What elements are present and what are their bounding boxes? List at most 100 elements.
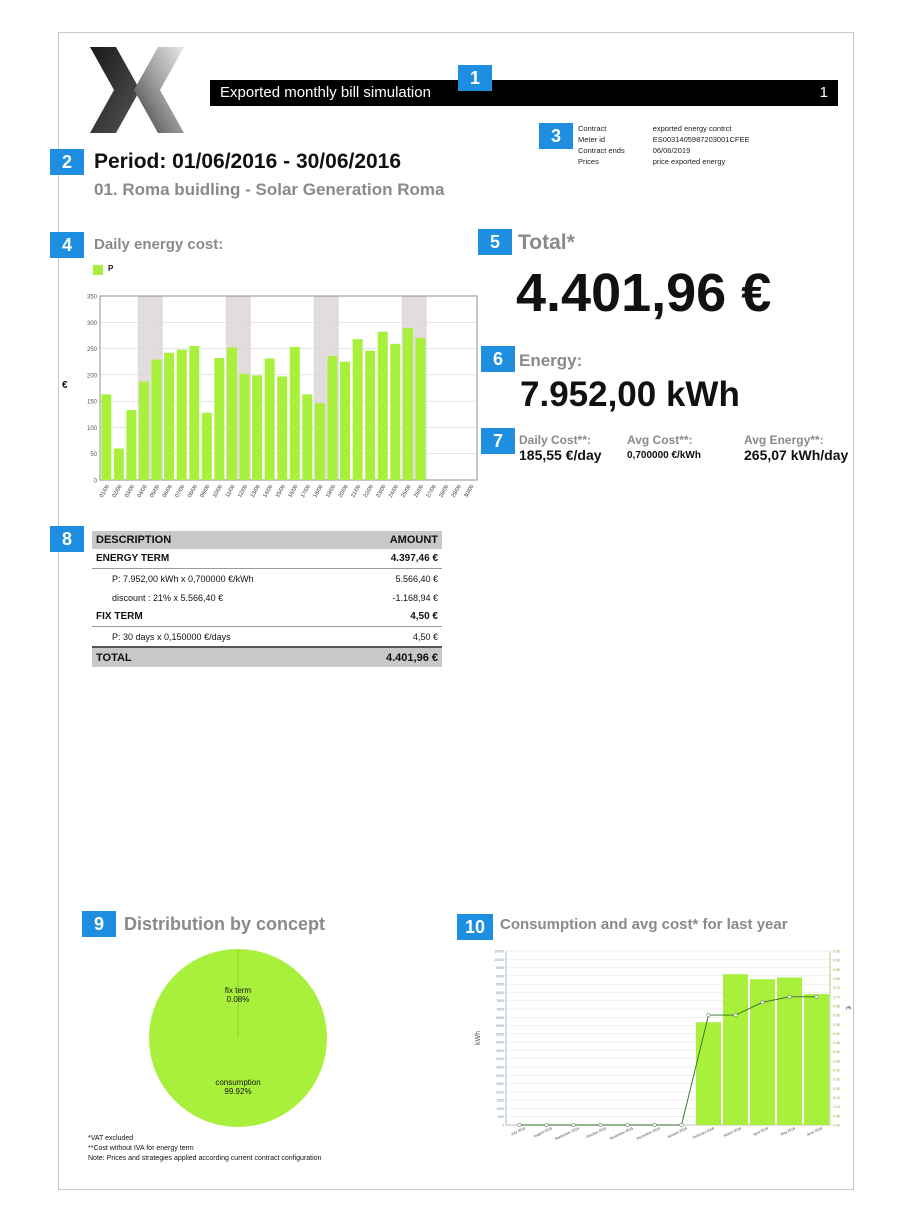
bar	[101, 394, 112, 480]
bar	[239, 373, 250, 480]
y2-tick-label: 0.60	[833, 1014, 840, 1018]
avg-cost-point	[679, 1122, 684, 1128]
y2-tick-label: 0.40	[833, 1050, 840, 1054]
y-tick-label: 3500	[496, 1066, 504, 1070]
x-tick-label: October 2015	[585, 1126, 606, 1139]
y2-tick-label: 0.35	[833, 1059, 840, 1063]
y-tick-label: 7500	[496, 999, 504, 1003]
table-row: P: 7.952,00 kWh x 0,700000 €/kWh 5.566,4…	[92, 569, 442, 589]
pie-label-fix: fix term 0.08%	[188, 986, 288, 1004]
contract-info: Contract exported energy contrct Meter id…	[578, 123, 759, 167]
y-tick-label: 1500	[496, 1099, 504, 1103]
x-tick-label: 02/06	[112, 484, 124, 499]
table-row: discount : 21% x 5.566,40 € -1.168,94 €	[92, 588, 442, 607]
x-tick-label: 26/06	[413, 484, 425, 499]
y2-tick-label: 0.15	[833, 1096, 840, 1100]
x-tick-label: 22/06	[363, 484, 375, 499]
y2-tick-label: 0.80	[833, 977, 840, 981]
x-tick-label: July 2015	[510, 1126, 526, 1136]
avg-cost-point	[571, 1122, 576, 1128]
y2-tick-label: 0.25	[833, 1078, 840, 1082]
y2-tick-label: 0.65	[833, 1004, 840, 1008]
bar	[289, 346, 300, 480]
marker-2: 2	[50, 149, 84, 175]
y2-tick-label: 0.70	[833, 995, 840, 999]
contract-ends-label: Contract ends	[578, 146, 625, 155]
daily-cost-chart: 0 50 100 150 200 250 300 350 01/06 02/06 03/06 04/0…	[87, 295, 478, 499]
x-tick-label: 18/06	[313, 484, 325, 499]
prices-label: Prices	[578, 157, 599, 166]
contract-row: Contract exported energy contrct	[578, 123, 759, 134]
x-tick-label: April 2016	[753, 1126, 769, 1136]
energy-label: Energy:	[519, 351, 583, 370]
x-tick-label: 08/06	[187, 484, 199, 499]
bar	[696, 1022, 721, 1125]
marker-4: 4	[50, 232, 84, 258]
bar	[314, 403, 325, 480]
distribution-pie	[149, 949, 327, 1127]
y-tick-label: 9000	[496, 974, 504, 978]
legend-swatch	[93, 265, 103, 275]
x-tick-label: 12/06	[237, 484, 249, 499]
y-tick-label: 5500	[496, 1032, 504, 1036]
y-tick-label: 0	[94, 479, 98, 485]
marker-9: 9	[82, 911, 116, 937]
bar	[302, 394, 313, 480]
marker-1: 1	[458, 65, 492, 91]
x-tick-label: 13/06	[250, 484, 262, 499]
y-tick-label: 100	[87, 426, 98, 432]
fix-term-label: FIX TERM	[92, 607, 349, 627]
bar	[139, 381, 149, 480]
x-tick-label: September 2015	[554, 1126, 580, 1140]
y-tick-label: 6000	[496, 1024, 504, 1028]
x-tick-label: 14/06	[262, 484, 274, 499]
x-tick-label: 01/06	[99, 484, 111, 499]
x-tick-label: 25/06	[401, 484, 413, 499]
x-tick-label: 23/06	[375, 484, 387, 499]
y-tick-label: 500	[498, 1115, 504, 1119]
pie-fix-label: fix term	[224, 986, 252, 995]
y-tick-label: 200	[87, 373, 98, 379]
bar	[365, 350, 376, 480]
meter-value: ES0031405987203001CFEE	[652, 135, 750, 144]
legend-label: P	[108, 264, 114, 273]
fix-line-amount: 4,50 €	[412, 631, 438, 642]
marker-8: 8	[50, 526, 84, 552]
y2-tick-label: 0.90	[833, 959, 840, 963]
pie-cons-pct: 99.92%	[224, 1087, 252, 1096]
marker-6: 6	[481, 346, 515, 372]
x-tick-label: May 2016	[780, 1126, 796, 1136]
avg-cost-stat-label: Avg Cost**:	[627, 433, 693, 447]
y-tick-label: 0	[502, 1124, 504, 1128]
x-tick-label: 05/06	[149, 484, 161, 499]
y-tick-label: 9500	[496, 966, 504, 970]
y-tick-label: 8000	[496, 991, 504, 995]
contract-label: Contract	[578, 124, 607, 133]
company-logo	[90, 47, 184, 133]
meter-row: Meter id ES0031405987203001CFEE	[578, 134, 759, 145]
building-subtitle: 01. Roma buidling - Solar Generation Rom…	[94, 180, 445, 199]
y-tick-label: 2000	[496, 1090, 504, 1094]
bar	[214, 358, 225, 480]
bar	[126, 410, 137, 480]
x-tick-label: 17/06	[300, 484, 312, 499]
avg-cost-point	[598, 1122, 603, 1128]
y-tick-label: 10500	[494, 950, 504, 954]
avg-cost-point	[760, 1000, 765, 1005]
y-tick-label: 300	[87, 321, 98, 327]
y2-tick-label: 0.50	[833, 1032, 840, 1036]
contract-value: exported energy contrct	[652, 124, 732, 133]
discount-line-label: discount : 21% x 5.566,40 €	[112, 592, 224, 603]
avg-energy-stat-label: Avg Energy**:	[744, 433, 824, 447]
x-tick-label: December 2015	[636, 1126, 661, 1140]
y2-tick-label: 0.00	[833, 1124, 840, 1128]
prices-row: Prices price exported energy	[578, 156, 759, 167]
x-tick-label: 03/06	[124, 484, 136, 499]
x-tick-label: August 2015	[533, 1126, 553, 1138]
note-vat: *VAT excluded	[88, 1135, 134, 1142]
y-tick-label: 10000	[494, 958, 504, 962]
table-row: P: 30 days x 0,150000 €/days 4,50 €	[92, 627, 442, 648]
x-tick-label: 28/06	[438, 484, 450, 499]
pie-cons-label: consumption	[215, 1078, 261, 1087]
note-prices: Note: Prices and strategies applied acco…	[88, 1155, 322, 1162]
